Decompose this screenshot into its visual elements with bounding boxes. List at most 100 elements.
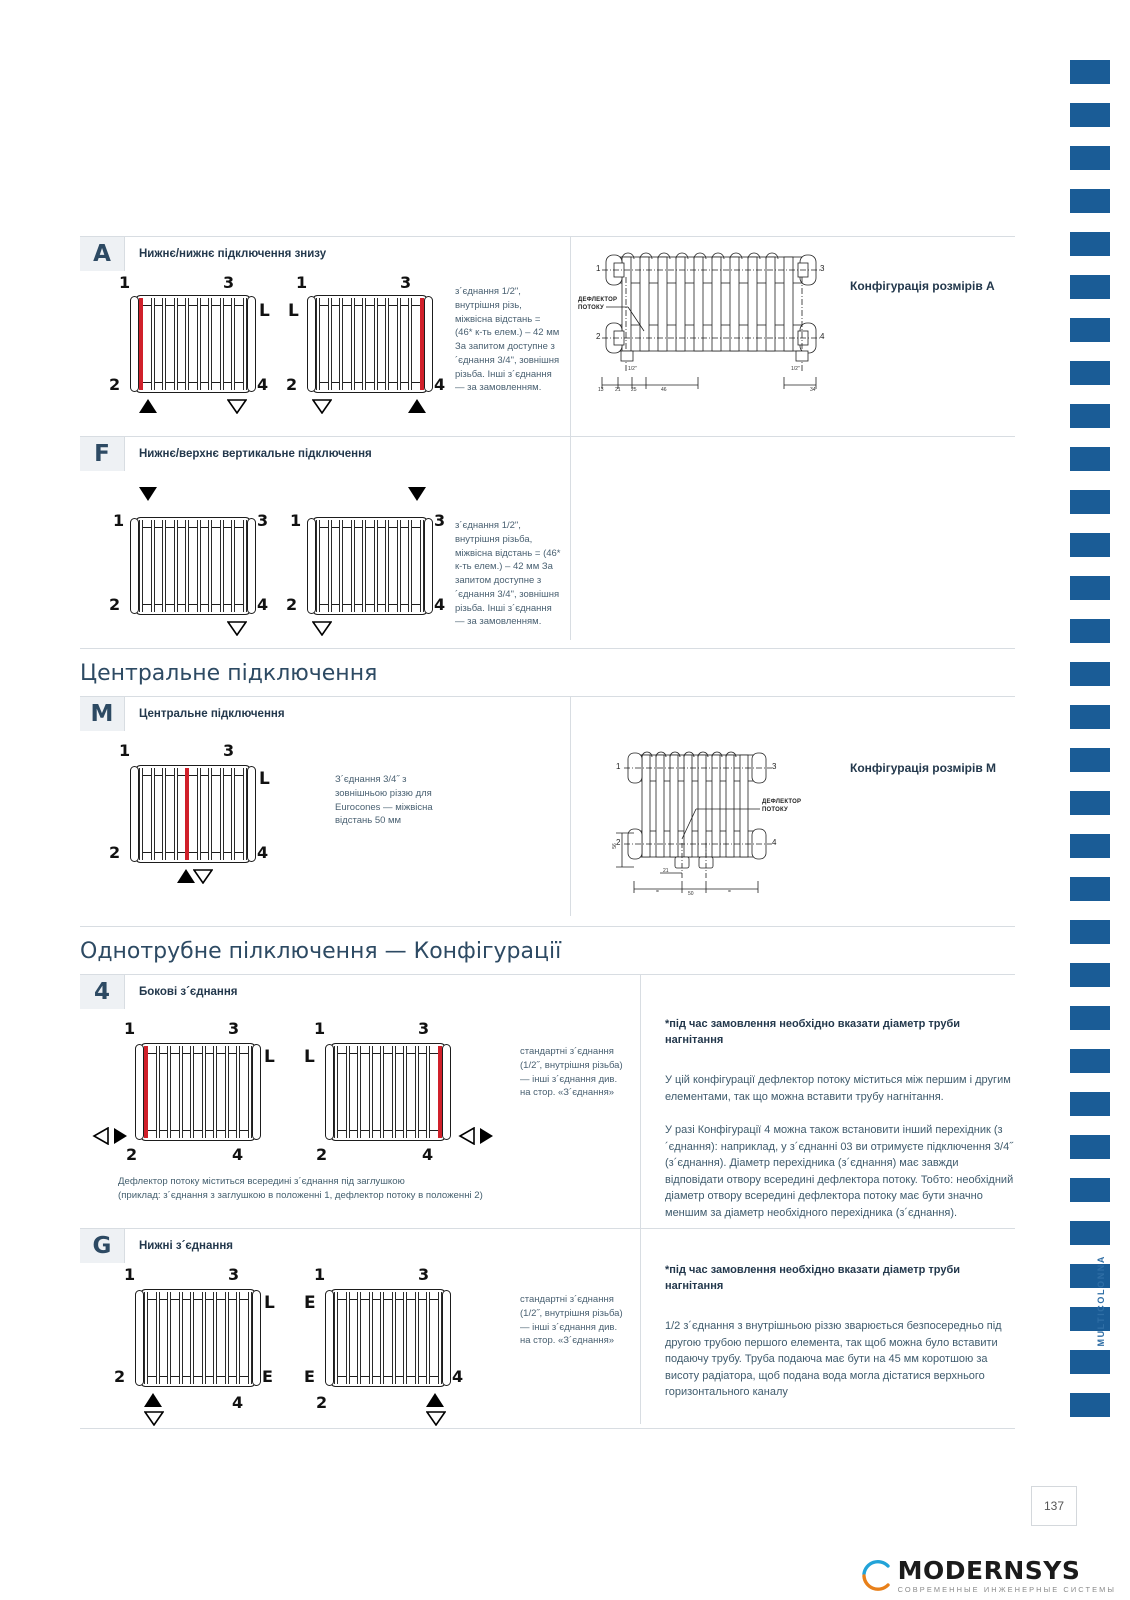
stripe <box>1070 834 1110 858</box>
port-number: 1 <box>119 273 131 292</box>
triangle-outline-down-icon <box>312 621 332 636</box>
port-number: 1 <box>314 1019 326 1038</box>
section-f: F Нижнє/верхнє вертикальне підключення 1… <box>80 436 1015 640</box>
section-4-prose-bold: *під час замовлення необхідно вказати ді… <box>665 1018 960 1046</box>
deflector-label: ДЕФЛЕКТОР <box>762 799 802 805</box>
cad-dimension: 56 <box>611 843 618 849</box>
logo: MODERNSYS СОВРЕМЕННЫЕ ИНЖЕНЕРНЫЕ СИСТЕМЫ <box>858 1556 1116 1594</box>
port-number: 4 <box>434 375 446 394</box>
stripe <box>1070 576 1110 600</box>
cad-dimension: = <box>656 889 659 895</box>
cad-port-number: 3 <box>772 762 777 771</box>
port-number: 4 <box>422 1145 434 1164</box>
triangle-outline-down-icon <box>227 621 247 636</box>
port-number: 2 <box>316 1145 328 1164</box>
label-l: E <box>304 1293 316 1313</box>
stripe <box>1070 1006 1110 1030</box>
stripe <box>1070 1178 1110 1202</box>
cad-dimension: 1/2" <box>791 366 800 372</box>
stripe <box>1070 146 1110 170</box>
triangle-outline-down-icon <box>312 399 332 414</box>
single-pipe-section: Однотрубне пілключення — Конфігурації 4 … <box>80 926 1015 1429</box>
port-number: 2 <box>109 843 121 862</box>
port-number: 2 <box>126 1145 138 1164</box>
stripe <box>1070 1393 1110 1417</box>
logo-tagline: СОВРЕМЕННЫЕ ИНЖЕНЕРНЫЕ СИСТЕМЫ <box>897 1585 1116 1594</box>
central-heading: Центральне підключення <box>80 661 378 686</box>
port-number: 2 <box>114 1367 126 1386</box>
port-number: 1 <box>290 511 302 530</box>
section-badge-f: F <box>80 437 124 471</box>
label-l: L <box>288 301 299 321</box>
label-l: L <box>264 1047 275 1067</box>
section-4-note: стандартні з´єднання (1/2˝, внутрішня рі… <box>520 1046 623 1099</box>
triangle-outline-down-icon <box>227 399 247 414</box>
section-f-note: з´єднання 1/2", внутрішня різьба, міжвіс… <box>455 520 561 628</box>
section-title-m: Центральне підключення <box>124 697 1015 731</box>
deflector-label: ПОТОКУ <box>578 305 604 311</box>
label-l: L <box>259 769 270 789</box>
stripe <box>1070 1350 1110 1374</box>
page-number: 137 <box>1043 1499 1065 1513</box>
cad-port-number: 1 <box>616 762 621 771</box>
section-title-4: Бокові з´єднання <box>124 975 1015 1009</box>
cad-port-number: 4 <box>772 838 777 847</box>
stripe <box>1070 877 1110 901</box>
port-number: 2 <box>109 375 121 394</box>
triangle-outline-left-icon <box>92 1127 109 1145</box>
label-l: L <box>304 1047 315 1067</box>
section-g-prose-1: 1/2 з´єднання з внутрішньою різзю зварює… <box>665 1320 1002 1398</box>
label-l: L <box>264 1293 275 1313</box>
config-title-m: Конфігурація розмірів M <box>850 761 997 775</box>
radiator-diagram-a-right: 1 3 2 4 L <box>286 273 445 414</box>
section-title-g: Нижні з´єднання <box>124 1229 1015 1263</box>
cad-dimension: 21 <box>615 387 621 393</box>
stripe <box>1070 447 1110 471</box>
radiator-diagram-4-right: 1 3 2 4 L <box>304 1019 493 1164</box>
port-number: E <box>262 1367 273 1386</box>
stripe <box>1070 662 1110 686</box>
triangle-outline-left-icon <box>458 1127 475 1145</box>
port-number: 4 <box>232 1145 244 1164</box>
stripe <box>1070 748 1110 772</box>
stripe <box>1070 791 1110 815</box>
section-a-note: з´єднання 1/2", внутрішня різь, міжвісна… <box>455 286 560 394</box>
section-title-a: Нижнє/нижнє підключення знизу <box>124 237 1015 271</box>
radiator-diagram-4-left: 1 3 2 4 L <box>92 1019 275 1164</box>
stripe <box>1070 1307 1110 1331</box>
label-l: L <box>259 301 270 321</box>
section-badge-m: M <box>80 697 124 731</box>
port-number: 3 <box>434 511 446 530</box>
side-stripe-decoration <box>1070 60 1110 1417</box>
stripe <box>1070 1092 1110 1116</box>
radiator-diagram-g-left: 1 3 2 E 4 L <box>114 1265 275 1426</box>
stripe <box>1070 275 1110 299</box>
section-badge-a: A <box>80 237 124 271</box>
stripe <box>1070 60 1110 84</box>
cad-dimension: 21 <box>663 868 669 874</box>
port-number: 3 <box>223 273 235 292</box>
port-number: 4 <box>434 595 446 614</box>
stripe <box>1070 533 1110 557</box>
section-a: A Нижнє/нижнє підключення знизу 1 3 2 4 … <box>80 236 1015 436</box>
port-number: 2 <box>109 595 121 614</box>
stripe <box>1070 1049 1110 1073</box>
cad-dimension: 46 <box>661 387 667 393</box>
port-number: 3 <box>228 1019 240 1038</box>
port-number: 4 <box>452 1367 464 1386</box>
cad-dimension: 50 <box>688 891 694 897</box>
port-number: 3 <box>257 511 269 530</box>
port-number: 1 <box>119 741 131 760</box>
port-number: E <box>304 1367 315 1386</box>
stripe <box>1070 920 1110 944</box>
cad-dimension: 1/2" <box>628 366 637 372</box>
port-number: 3 <box>400 273 412 292</box>
port-number: 1 <box>124 1265 136 1284</box>
section-badge-g: G <box>80 1229 124 1263</box>
cad-port-number: 2 <box>596 332 601 341</box>
radiator-diagram-a-left: 1 3 2 4 L <box>109 273 270 414</box>
port-number: 1 <box>314 1265 326 1284</box>
cad-port-number: 2 <box>616 838 621 847</box>
port-number: 1 <box>296 273 308 292</box>
